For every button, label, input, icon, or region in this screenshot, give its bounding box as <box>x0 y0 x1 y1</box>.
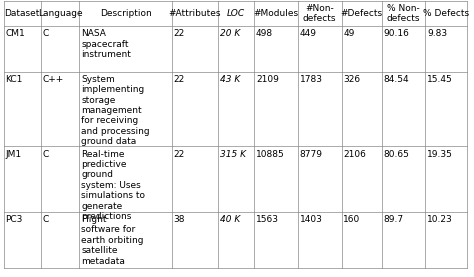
Text: 10885: 10885 <box>256 150 285 158</box>
Text: C: C <box>43 215 49 224</box>
Text: 22: 22 <box>173 150 185 158</box>
Text: 9.83: 9.83 <box>427 29 447 38</box>
Text: Dataset: Dataset <box>5 9 40 18</box>
Text: 1783: 1783 <box>300 75 323 84</box>
Text: 19.35: 19.35 <box>427 150 453 158</box>
Text: 326: 326 <box>344 75 361 84</box>
Text: 1563: 1563 <box>256 215 279 224</box>
Text: 449: 449 <box>300 29 317 38</box>
Text: 49: 49 <box>344 29 355 38</box>
Text: 80.65: 80.65 <box>383 150 410 158</box>
Text: CM1: CM1 <box>6 29 25 38</box>
Text: 2106: 2106 <box>344 150 366 158</box>
Text: #Modules: #Modules <box>254 9 299 18</box>
Text: C++: C++ <box>43 75 64 84</box>
Text: 22: 22 <box>173 75 185 84</box>
Text: 20 K: 20 K <box>220 29 240 38</box>
Text: Language: Language <box>38 9 82 18</box>
Text: JM1: JM1 <box>6 150 22 158</box>
Text: NASA
spacecraft
instrument: NASA spacecraft instrument <box>81 29 131 59</box>
Text: KC1: KC1 <box>6 75 23 84</box>
Text: PC3: PC3 <box>6 215 23 224</box>
Text: 90.16: 90.16 <box>383 29 410 38</box>
Text: % Defects: % Defects <box>423 9 469 18</box>
Text: 43 K: 43 K <box>220 75 240 84</box>
Text: LOC: LOC <box>227 9 245 18</box>
Text: 160: 160 <box>344 215 361 224</box>
Text: 15.45: 15.45 <box>427 75 453 84</box>
Text: #Attributes: #Attributes <box>169 9 221 18</box>
Text: Real-time
predictive
ground
system: Uses
simulations to
generate
predictions: Real-time predictive ground system: Uses… <box>81 150 145 221</box>
Text: #Defects: #Defects <box>341 9 383 18</box>
Text: Flight
software for
earth orbiting
satellite
metadata: Flight software for earth orbiting satel… <box>81 215 144 266</box>
Text: 2109: 2109 <box>256 75 279 84</box>
Text: #Non-
defects: #Non- defects <box>303 4 337 23</box>
Text: 315 K: 315 K <box>220 150 246 158</box>
Text: 498: 498 <box>256 29 273 38</box>
Text: 8779: 8779 <box>300 150 323 158</box>
Text: System
implementing
storage
management
for receiving
and processing
ground data: System implementing storage management f… <box>81 75 150 146</box>
Text: 40 K: 40 K <box>220 215 240 224</box>
Text: % Non-
defects: % Non- defects <box>387 4 420 23</box>
Text: 1403: 1403 <box>300 215 323 224</box>
Text: 89.7: 89.7 <box>383 215 404 224</box>
Text: 10.23: 10.23 <box>427 215 453 224</box>
Text: 84.54: 84.54 <box>383 75 409 84</box>
Text: C: C <box>43 150 49 158</box>
Text: C: C <box>43 29 49 38</box>
Text: Description: Description <box>100 9 152 18</box>
Text: 22: 22 <box>173 29 185 38</box>
Text: 38: 38 <box>173 215 185 224</box>
